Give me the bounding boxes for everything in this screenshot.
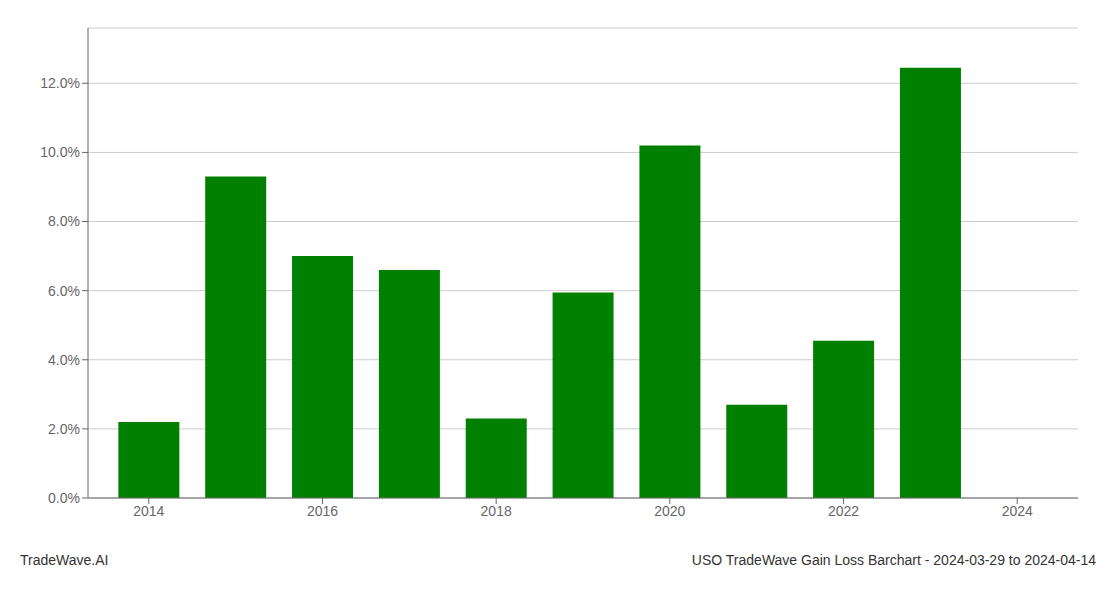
svg-text:2.0%: 2.0%: [48, 421, 80, 437]
svg-text:2016: 2016: [307, 503, 338, 519]
svg-text:2018: 2018: [481, 503, 512, 519]
svg-text:6.0%: 6.0%: [48, 283, 80, 299]
svg-text:10.0%: 10.0%: [40, 144, 80, 160]
svg-text:8.0%: 8.0%: [48, 213, 80, 229]
html-text:TradeWave.AI: TradeWave.AI: [20, 552, 109, 568]
svg-text:2024: 2024: [1002, 503, 1033, 519]
svg-text:2020: 2020: [654, 503, 685, 519]
svg-text:2022: 2022: [828, 503, 859, 519]
svg-text:0.0%: 0.0%: [48, 490, 80, 506]
svg-text:2014: 2014: [133, 503, 164, 519]
html-text:USO TradeWave Gain Loss Barcha: USO TradeWave Gain Loss Barchart - 2024-…: [691, 552, 1096, 568]
svg-text:4.0%: 4.0%: [48, 352, 80, 368]
svg-text:12.0%: 12.0%: [40, 75, 80, 91]
